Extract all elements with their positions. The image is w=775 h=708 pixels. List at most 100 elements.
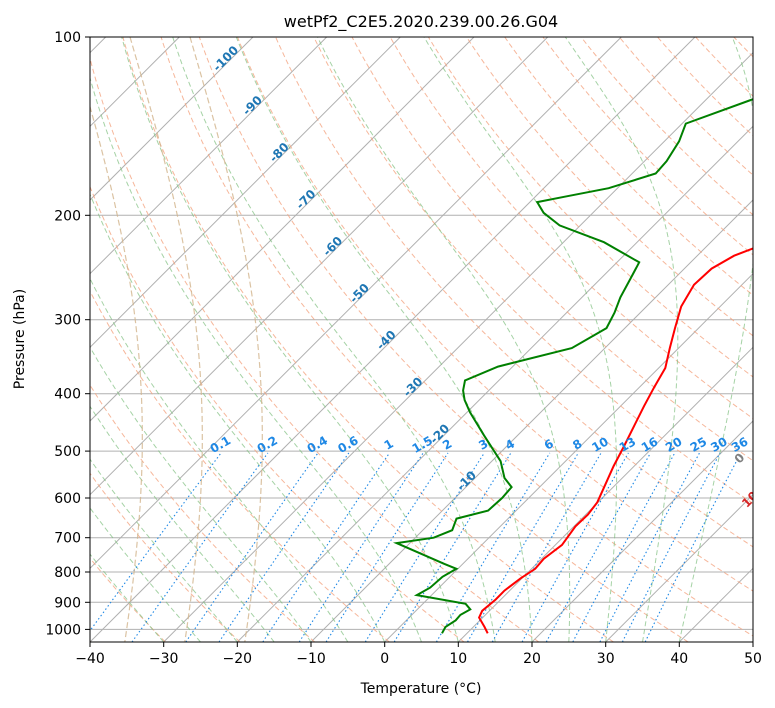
mixing-ratio-label: 16 (639, 434, 660, 454)
isotherm-line (384, 272, 753, 642)
isotherm-line (90, 37, 622, 570)
temperature-profile-line (477, 247, 753, 634)
moist-adiabat-line (90, 405, 275, 642)
plot-frame (89, 36, 754, 643)
mixing-ratio-line (521, 452, 629, 642)
moist-adiabat-line (423, 37, 618, 642)
dry-adiabat-line (351, 37, 753, 462)
isotherm-line (752, 641, 753, 642)
x-tick-label: −20 (223, 651, 253, 667)
isotherm-line (457, 346, 753, 642)
isotherm-line (163, 51, 753, 642)
mixing-ratio-label: 4 (503, 436, 517, 452)
plot-background (90, 37, 753, 642)
y-tick-label: 300 (54, 313, 81, 329)
moist-adiabat-line (90, 277, 349, 642)
y-tick-label: 700 (54, 531, 81, 547)
y-axis-label: Pressure (hPa) (12, 289, 28, 389)
moist-adiabat-line (90, 507, 201, 642)
x-axis-label: Temperature (°C) (360, 681, 482, 697)
adiabat-label: 0 (732, 450, 748, 466)
dry-adiabat-line (90, 472, 241, 642)
mixing-ratio-line (262, 452, 390, 642)
mixing-ratio-label: 1 (382, 436, 396, 452)
mixing-ratio-label: 30 (708, 434, 729, 454)
x-tick-label: −40 (75, 651, 105, 667)
dry-adiabat-line (160, 37, 689, 642)
isotherm-line (90, 37, 549, 496)
x-tick-label: −30 (149, 651, 179, 667)
mixing-ratio-line (435, 452, 551, 642)
background-arc (129, 37, 203, 642)
chart-title: wetPf2_C2E5.2020.239.00.26.G04 (284, 12, 558, 32)
y-tick-label: 800 (54, 565, 81, 581)
mixing-ratio-line (491, 452, 602, 642)
dry-adiabat-line (733, 37, 753, 58)
mixing-ratio-line (90, 452, 222, 632)
isotherm-line (90, 37, 328, 275)
moist-adiabat-line (90, 458, 238, 642)
dry-adiabat-line (313, 37, 753, 505)
x-tick-label: 0 (380, 651, 389, 667)
isotherm-line (605, 493, 753, 642)
mixing-ratio-line (131, 452, 269, 642)
y-tick-label: 200 (54, 208, 81, 224)
moist-adiabat-line (121, 37, 459, 642)
isotherm-label: -80 (267, 140, 292, 165)
moist-adiabat-line (90, 76, 422, 642)
y-tick-label: 400 (54, 387, 81, 403)
y-tick-label: 900 (54, 595, 81, 611)
mixing-ratio-line (185, 452, 319, 642)
y-tick-label: 1000 (45, 622, 81, 638)
dry-adiabat-line (275, 37, 753, 548)
mixing-ratio-line (467, 452, 579, 642)
dry-adiabat-line (695, 37, 753, 97)
y-tick-label: 500 (54, 444, 81, 460)
dry-adiabat-line (389, 37, 753, 420)
moist-adiabat-line (90, 346, 312, 642)
x-tick-label: 30 (597, 651, 615, 667)
x-tick-label: 20 (523, 651, 541, 667)
mixing-ratio-line (298, 452, 424, 642)
dry-adiabat-line (237, 37, 753, 592)
isotherm-label: -100 (210, 43, 241, 74)
moist-adiabat-line (564, 37, 679, 642)
mixing-ratio-label: 25 (688, 434, 709, 454)
background-arc (90, 104, 143, 642)
profile-series (392, 98, 753, 634)
moist-adiabat-line (172, 37, 496, 642)
isotherm-label: -10 (454, 468, 479, 493)
dry-adiabat-line (542, 37, 753, 256)
isotherm-label: -70 (293, 187, 318, 212)
moist-adiabat-line (317, 37, 571, 642)
mixing-ratio-label: 0.4 (305, 433, 330, 456)
mixing-ratio-line (325, 452, 449, 642)
moist-adiabat-line (678, 37, 753, 642)
x-tick-label: 40 (670, 651, 688, 667)
isotherm-line (90, 37, 254, 201)
mixing-ratio-label: 2 (440, 436, 454, 452)
adiabat-label: 10 (739, 489, 761, 511)
dry-adiabat-line (90, 56, 540, 642)
mixing-ratio-label: 0.2 (255, 433, 280, 456)
dry-adiabat-line (580, 37, 753, 216)
isotherm-label: -30 (400, 374, 425, 399)
y-tick-label: 600 (54, 491, 81, 507)
isotherm-line (90, 37, 401, 349)
mixing-ratio-line (572, 452, 676, 642)
mixing-ratio-line (364, 452, 485, 642)
mixing-ratio-label: 20 (663, 434, 684, 454)
mixing-ratio-label: 10 (589, 434, 610, 454)
isotherm-line (236, 125, 753, 642)
background-arc (189, 37, 263, 642)
isotherm-label: -90 (240, 93, 265, 118)
dry-adiabat-line (122, 37, 614, 642)
dry-adiabat-line (657, 37, 753, 137)
mixing-ratio-line (644, 452, 742, 642)
isotherm-line (90, 37, 475, 422)
x-tick-label: 50 (744, 651, 762, 667)
mixing-ratio-label: 0.6 (335, 433, 360, 456)
mixing-ratio-label: 36 (729, 434, 750, 454)
isotherm-line (531, 420, 753, 642)
